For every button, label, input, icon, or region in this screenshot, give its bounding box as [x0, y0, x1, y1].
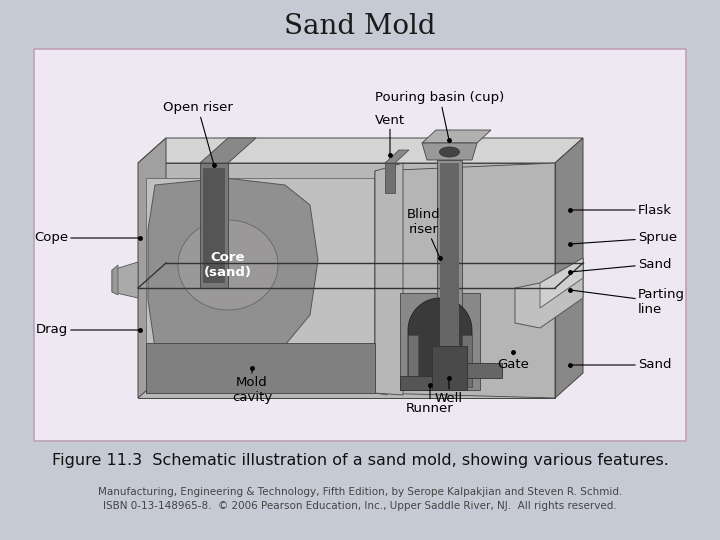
Text: Blind
riser: Blind riser: [408, 208, 441, 258]
Text: Flask: Flask: [570, 204, 672, 217]
Ellipse shape: [439, 147, 459, 157]
Text: ISBN 0-13-148965-8.  © 2006 Pearson Education, Inc., Upper Saddle River, NJ.  Al: ISBN 0-13-148965-8. © 2006 Pearson Educa…: [103, 501, 617, 511]
Polygon shape: [385, 163, 395, 193]
Polygon shape: [112, 262, 138, 298]
Text: Drag: Drag: [36, 323, 140, 336]
Polygon shape: [146, 343, 375, 393]
Polygon shape: [555, 138, 583, 398]
Polygon shape: [375, 171, 387, 395]
Polygon shape: [422, 143, 477, 160]
Polygon shape: [400, 376, 432, 390]
Polygon shape: [200, 163, 228, 288]
Text: Sprue: Sprue: [570, 232, 677, 245]
Text: Pouring basin (cup): Pouring basin (cup): [375, 91, 505, 140]
Polygon shape: [375, 163, 403, 395]
Polygon shape: [437, 160, 462, 348]
Text: Open riser: Open riser: [163, 102, 233, 165]
Text: Runner: Runner: [406, 385, 454, 415]
Polygon shape: [400, 293, 480, 390]
Text: Core
(sand): Core (sand): [204, 251, 252, 279]
Polygon shape: [138, 163, 555, 398]
Polygon shape: [515, 258, 583, 328]
Text: Sand: Sand: [570, 359, 672, 372]
Polygon shape: [408, 335, 418, 387]
Polygon shape: [375, 163, 555, 398]
Polygon shape: [200, 138, 256, 163]
Polygon shape: [148, 178, 318, 355]
Polygon shape: [540, 258, 583, 308]
Polygon shape: [408, 298, 472, 387]
Polygon shape: [112, 265, 118, 295]
Text: Cope: Cope: [34, 232, 140, 245]
Ellipse shape: [178, 220, 278, 310]
Polygon shape: [440, 163, 459, 346]
Text: Figure 11.3  Schematic illustration of a sand mold, showing various features.: Figure 11.3 Schematic illustration of a …: [52, 453, 668, 468]
Polygon shape: [146, 178, 375, 393]
Text: Gate: Gate: [497, 352, 529, 370]
Text: Sand Mold: Sand Mold: [284, 12, 436, 39]
Polygon shape: [138, 138, 583, 163]
Polygon shape: [422, 130, 491, 143]
Text: Manufacturing, Engineering & Technology, Fifth Edition, by Serope Kalpakjian and: Manufacturing, Engineering & Technology,…: [98, 487, 622, 497]
Text: Vent: Vent: [375, 113, 405, 155]
Polygon shape: [467, 363, 502, 378]
Polygon shape: [462, 335, 472, 387]
Polygon shape: [432, 346, 467, 390]
Polygon shape: [385, 150, 409, 163]
Polygon shape: [203, 168, 225, 283]
Text: Mold
cavity: Mold cavity: [232, 368, 272, 404]
Polygon shape: [138, 138, 166, 398]
FancyBboxPatch shape: [34, 49, 686, 441]
Text: Parting
line: Parting line: [570, 288, 685, 316]
Text: Well: Well: [435, 378, 463, 404]
Text: Sand: Sand: [570, 258, 672, 272]
